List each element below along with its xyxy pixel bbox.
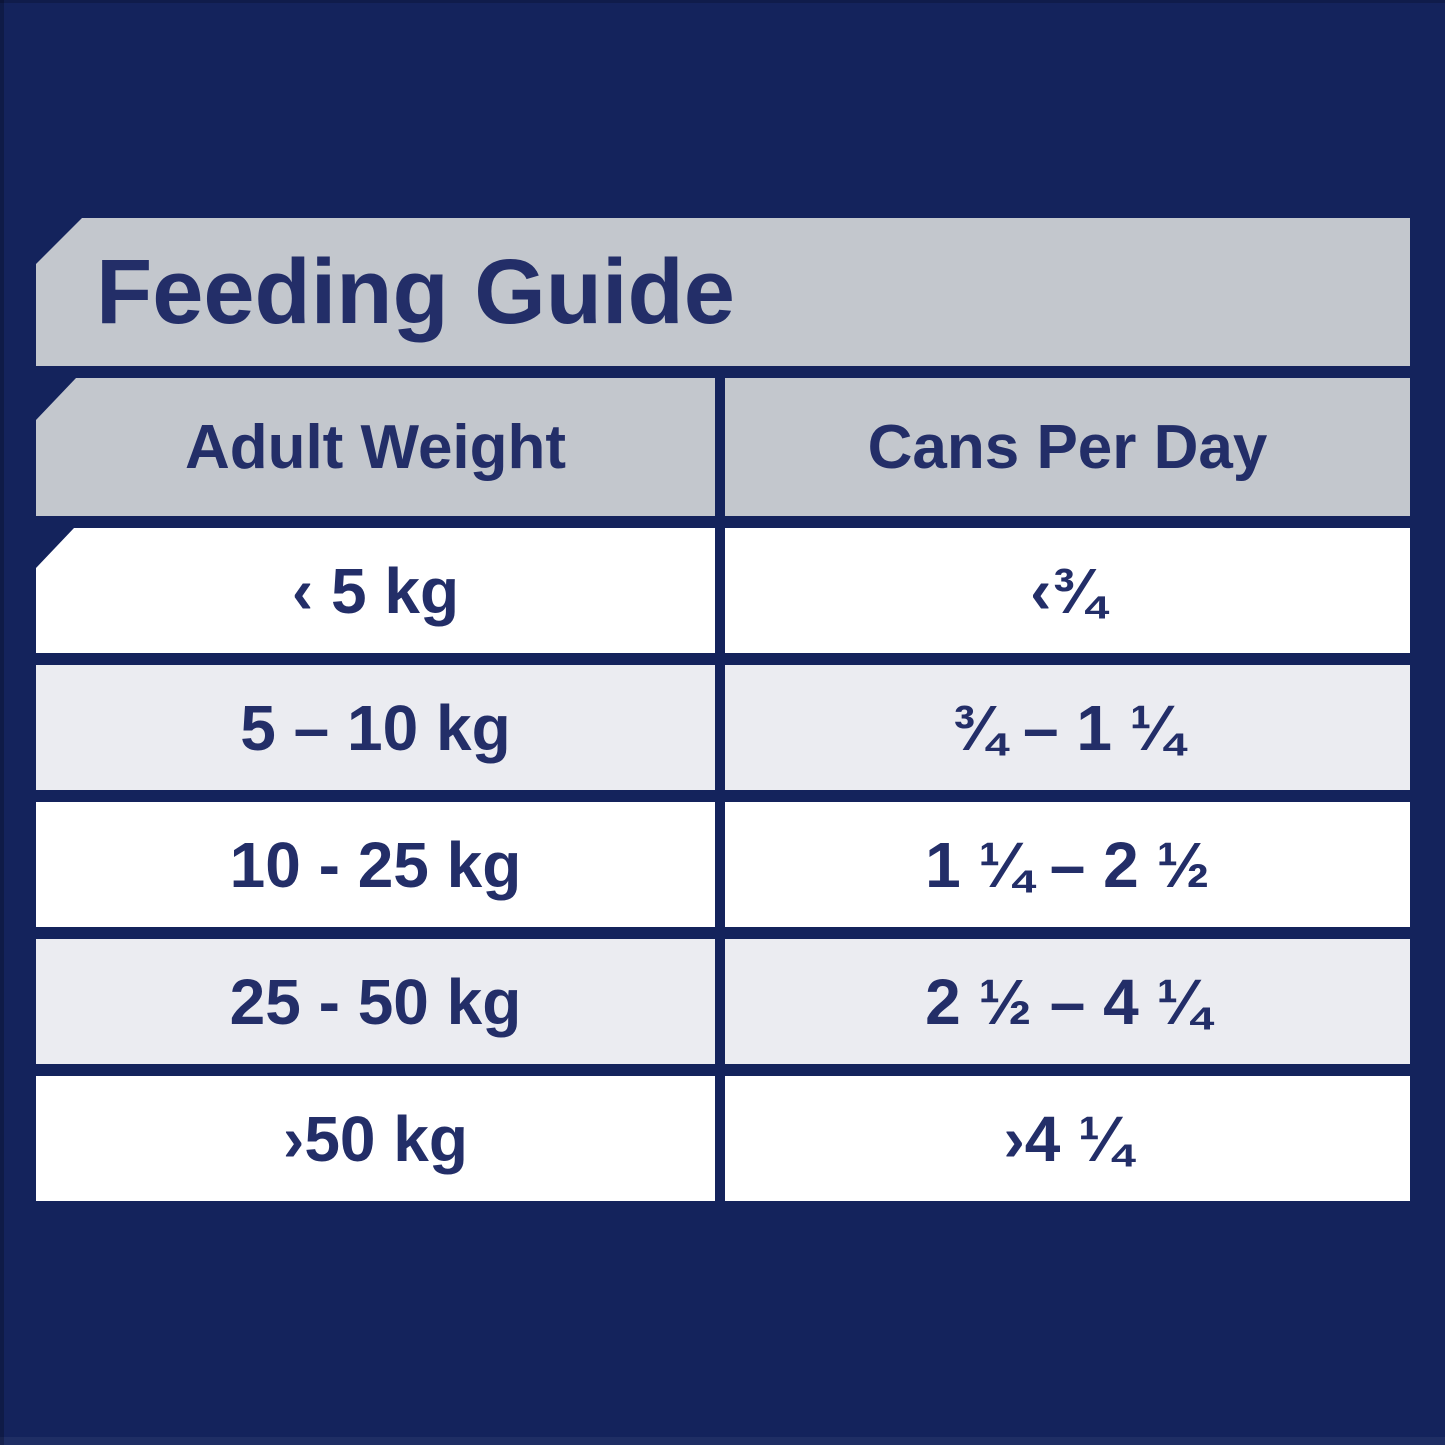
table-row: 10 - 25 kg 1 ¼ – 2 ½ — [36, 802, 1410, 927]
weight-value: ›50 kg — [283, 1102, 468, 1175]
cans-cell: ¾ – 1 ¼ — [725, 665, 1410, 790]
column-header-adult-weight: Adult Weight — [36, 378, 715, 516]
weight-cell: ‹ 5 kg — [36, 528, 715, 653]
table-row: 5 – 10 kg ¾ – 1 ¼ — [36, 665, 1410, 790]
table-row: 25 - 50 kg 2 ½ – 4 ¼ — [36, 939, 1410, 1064]
weight-value: 10 - 25 kg — [229, 828, 522, 901]
cans-value: ‹¾ — [1030, 554, 1105, 627]
cans-value: ›4 ¼ — [1003, 1102, 1132, 1175]
table-row: ‹ 5 kg ‹¾ — [36, 528, 1410, 653]
column-header-label: Adult Weight — [184, 412, 567, 482]
weight-cell: 25 - 50 kg — [36, 939, 715, 1064]
cans-cell: ›4 ¼ — [725, 1076, 1410, 1201]
column-header-cans-per-day: Cans Per Day — [725, 378, 1410, 516]
weight-value: ‹ 5 kg — [291, 554, 460, 627]
cans-cell: 1 ¼ – 2 ½ — [725, 802, 1410, 927]
cans-value: 1 ¼ – 2 ½ — [925, 828, 1210, 901]
page-title: Feeding Guide — [96, 240, 735, 343]
weight-cell: 10 - 25 kg — [36, 802, 715, 927]
column-header-label: Cans Per Day — [867, 412, 1268, 482]
title-band: Feeding Guide — [36, 218, 1410, 366]
table-row: ›50 kg ›4 ¼ — [36, 1076, 1410, 1201]
cans-cell: ‹¾ — [725, 528, 1410, 653]
cans-value: ¾ – 1 ¼ — [951, 691, 1184, 764]
table-header-row: Adult Weight Cans Per Day — [36, 378, 1410, 516]
weight-cell: 5 – 10 kg — [36, 665, 715, 790]
weight-cell: ›50 kg — [36, 1076, 715, 1201]
cans-cell: 2 ½ – 4 ¼ — [725, 939, 1410, 1064]
cans-value: 2 ½ – 4 ¼ — [925, 965, 1210, 1038]
weight-value: 25 - 50 kg — [229, 965, 522, 1038]
weight-value: 5 – 10 kg — [240, 691, 511, 764]
